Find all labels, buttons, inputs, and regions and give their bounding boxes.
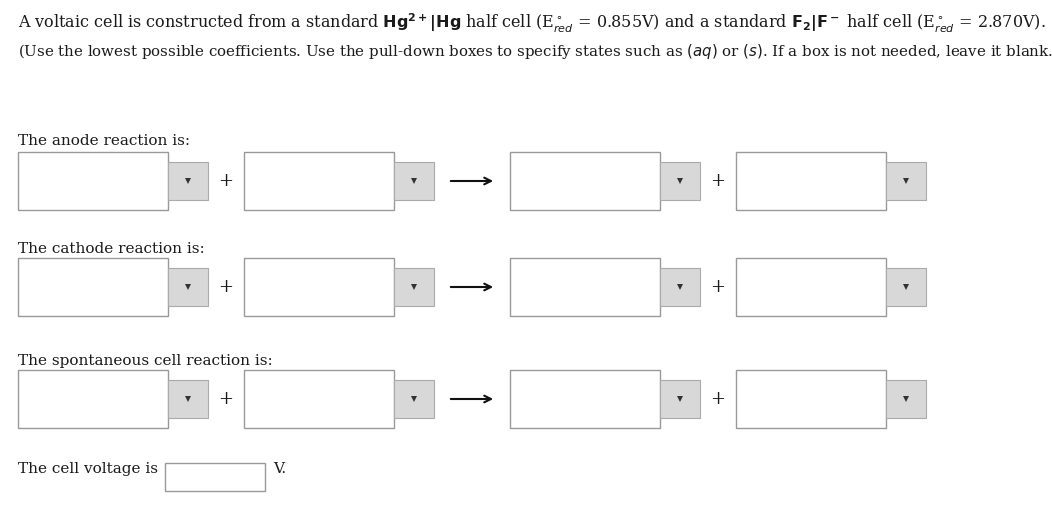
Bar [660, 268, 700, 306]
Bar [394, 268, 434, 306]
Bar [168, 380, 208, 418]
Text: The anode reaction is:: The anode reaction is: [18, 134, 190, 148]
Text: The spontaneous cell reaction is:: The spontaneous cell reaction is: [18, 354, 272, 368]
Bar [18, 370, 168, 428]
Bar [168, 162, 208, 200]
Bar [660, 162, 700, 200]
Text: V.: V. [274, 462, 286, 476]
Bar [510, 370, 660, 428]
Text: (Use the lowest possible coefficients. Use the pull-down boxes to specify states: (Use the lowest possible coefficients. U… [18, 42, 1052, 61]
Text: +: + [219, 172, 234, 190]
Bar [510, 152, 660, 210]
Bar [244, 152, 394, 210]
Bar [394, 162, 434, 200]
Bar [18, 152, 168, 210]
Bar [736, 152, 886, 210]
Bar [886, 380, 926, 418]
Text: The cell voltage is: The cell voltage is [18, 462, 158, 476]
Text: A voltaic cell is constructed from a standard $\mathbf{Hg^{2+}|Hg}$ half cell (E: A voltaic cell is constructed from a sta… [18, 12, 1046, 35]
Bar [886, 268, 926, 306]
Text: +: + [219, 390, 234, 408]
Bar [18, 258, 168, 316]
Bar [736, 370, 886, 428]
Bar [244, 258, 394, 316]
Bar [165, 463, 265, 491]
Bar [510, 258, 660, 316]
Bar [660, 380, 700, 418]
Bar [168, 268, 208, 306]
Text: +: + [710, 172, 726, 190]
Bar [394, 380, 434, 418]
Text: +: + [710, 390, 726, 408]
Text: +: + [219, 278, 234, 296]
Bar [736, 258, 886, 316]
Bar [244, 370, 394, 428]
Bar [886, 162, 926, 200]
Text: The cathode reaction is:: The cathode reaction is: [18, 242, 205, 256]
Text: +: + [710, 278, 726, 296]
